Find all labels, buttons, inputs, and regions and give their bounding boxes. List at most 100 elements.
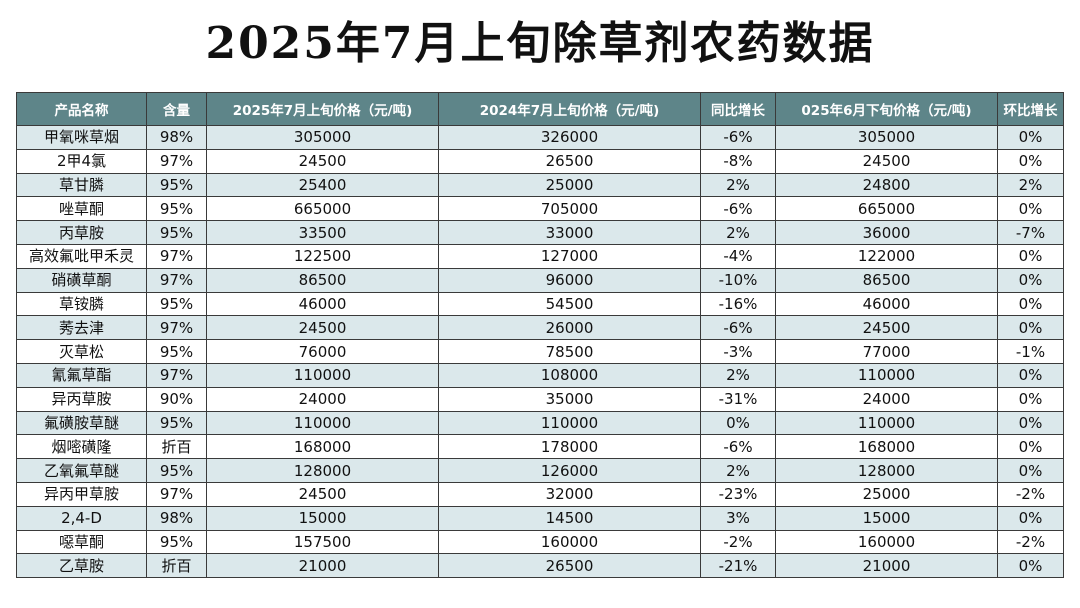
mom-growth-cell: 0% bbox=[997, 196, 1064, 222]
price-2024-jul-cell: 35000 bbox=[438, 386, 701, 412]
mom-growth-cell: 0% bbox=[997, 553, 1064, 579]
product-name-cell: 烟嘧磺隆 bbox=[16, 434, 147, 460]
header-price-2024-jul-early: 2024年7月上旬价格（元/吨) bbox=[438, 92, 701, 126]
price-2025-jul-cell: 128000 bbox=[206, 458, 439, 483]
product-name-cell: 莠去津 bbox=[16, 315, 147, 341]
price-2025-jun-cell: 128000 bbox=[775, 458, 998, 483]
product-name-cell: 2甲4氯 bbox=[16, 148, 147, 174]
price-2024-jul-cell: 126000 bbox=[438, 458, 701, 483]
price-2025-jul-cell: 305000 bbox=[206, 125, 439, 150]
product-name-cell: 乙草胺 bbox=[16, 553, 147, 579]
price-2024-jul-cell: 326000 bbox=[438, 125, 701, 150]
content-cell: 98% bbox=[146, 505, 207, 531]
content-cell: 97% bbox=[146, 267, 207, 293]
yoy-growth-cell: 2% bbox=[700, 172, 776, 198]
price-2024-jul-cell: 26500 bbox=[438, 553, 701, 579]
table-row: 草甘膦 95% 25400 25000 2% 24800 2% bbox=[16, 172, 1064, 198]
mom-growth-cell: -2% bbox=[997, 481, 1064, 507]
yoy-growth-cell: -16% bbox=[700, 291, 776, 317]
content-cell: 95% bbox=[146, 172, 207, 198]
mom-growth-cell: 0% bbox=[997, 243, 1064, 269]
price-2024-jul-cell: 160000 bbox=[438, 529, 701, 555]
table-row: 2,4-D 98% 15000 14500 3% 15000 0% bbox=[16, 505, 1064, 531]
content-cell: 95% bbox=[146, 291, 207, 317]
yoy-growth-cell: -8% bbox=[700, 148, 776, 174]
price-2024-jul-cell: 108000 bbox=[438, 362, 701, 388]
price-2024-jul-cell: 54500 bbox=[438, 291, 701, 317]
mom-growth-cell: 0% bbox=[997, 386, 1064, 412]
price-2025-jul-cell: 665000 bbox=[206, 196, 439, 222]
price-2024-jul-cell: 705000 bbox=[438, 196, 701, 222]
table-row: 高效氟吡甲禾灵 97% 122500 127000 -4% 122000 0% bbox=[16, 243, 1064, 269]
product-name-cell: 硝磺草酮 bbox=[16, 267, 147, 293]
product-name-cell: 甲氧咪草烟 bbox=[16, 125, 147, 150]
price-2025-jul-cell: 24500 bbox=[206, 481, 439, 507]
price-2025-jun-cell: 21000 bbox=[775, 553, 998, 579]
content-cell: 95% bbox=[146, 339, 207, 364]
price-2024-jul-cell: 25000 bbox=[438, 172, 701, 198]
price-2024-jul-cell: 178000 bbox=[438, 434, 701, 460]
price-2025-jun-cell: 24500 bbox=[775, 148, 998, 174]
mom-growth-cell: 2% bbox=[997, 172, 1064, 198]
table-row: 硝磺草酮 97% 86500 96000 -10% 86500 0% bbox=[16, 267, 1064, 293]
price-2025-jul-cell: 15000 bbox=[206, 505, 439, 531]
mom-growth-cell: 0% bbox=[997, 291, 1064, 317]
product-name-cell: 草铵膦 bbox=[16, 291, 147, 317]
table-row: 草铵膦 95% 46000 54500 -16% 46000 0% bbox=[16, 291, 1064, 317]
yoy-growth-cell: -2% bbox=[700, 529, 776, 555]
mom-growth-cell: 0% bbox=[997, 458, 1064, 483]
yoy-growth-cell: -21% bbox=[700, 553, 776, 579]
price-2025-jun-cell: 110000 bbox=[775, 362, 998, 388]
product-name-cell: 2,4-D bbox=[16, 505, 147, 531]
yoy-growth-cell: 0% bbox=[700, 410, 776, 436]
product-name-cell: 异丙草胺 bbox=[16, 386, 147, 412]
mom-growth-cell: 0% bbox=[997, 315, 1064, 341]
table-row: 莠去津 97% 24500 26000 -6% 24500 0% bbox=[16, 315, 1064, 341]
content-cell: 95% bbox=[146, 196, 207, 222]
price-2025-jun-cell: 77000 bbox=[775, 339, 998, 364]
product-name-cell: 氰氟草酯 bbox=[16, 362, 147, 388]
price-2025-jun-cell: 168000 bbox=[775, 434, 998, 460]
product-name-cell: 丙草胺 bbox=[16, 220, 147, 245]
table-row: 乙草胺 折百 21000 26500 -21% 21000 0% bbox=[16, 553, 1064, 579]
header-yoy-growth: 同比增长 bbox=[700, 92, 776, 126]
product-name-cell: 草甘膦 bbox=[16, 172, 147, 198]
price-2025-jul-cell: 24000 bbox=[206, 386, 439, 412]
price-2025-jun-cell: 36000 bbox=[775, 220, 998, 245]
price-2025-jun-cell: 86500 bbox=[775, 267, 998, 293]
mom-growth-cell: -7% bbox=[997, 220, 1064, 245]
yoy-growth-cell: 3% bbox=[700, 505, 776, 531]
price-2025-jun-cell: 24800 bbox=[775, 172, 998, 198]
content-cell: 97% bbox=[146, 481, 207, 507]
content-cell: 95% bbox=[146, 458, 207, 483]
header-content: 含量 bbox=[146, 92, 207, 126]
table-row: 氟磺胺草醚 95% 110000 110000 0% 110000 0% bbox=[16, 410, 1064, 436]
mom-growth-cell: 0% bbox=[997, 505, 1064, 531]
content-cell: 97% bbox=[146, 243, 207, 269]
table-row: 唑草酮 95% 665000 705000 -6% 665000 0% bbox=[16, 196, 1064, 222]
yoy-growth-cell: -3% bbox=[700, 339, 776, 364]
table-row: 氰氟草酯 97% 110000 108000 2% 110000 0% bbox=[16, 362, 1064, 388]
mom-growth-cell: -1% bbox=[997, 339, 1064, 364]
mom-growth-cell: -2% bbox=[997, 529, 1064, 555]
header-product-name: 产品名称 bbox=[16, 92, 147, 126]
content-cell: 95% bbox=[146, 220, 207, 245]
price-2025-jul-cell: 122500 bbox=[206, 243, 439, 269]
product-name-cell: 高效氟吡甲禾灵 bbox=[16, 243, 147, 269]
product-name-cell: 乙氧氟草醚 bbox=[16, 458, 147, 483]
yoy-growth-cell: 2% bbox=[700, 362, 776, 388]
table-row: 乙氧氟草醚 95% 128000 126000 2% 128000 0% bbox=[16, 458, 1064, 483]
yoy-growth-cell: -6% bbox=[700, 434, 776, 460]
price-2025-jun-cell: 15000 bbox=[775, 505, 998, 531]
price-2024-jul-cell: 33000 bbox=[438, 220, 701, 245]
content-cell: 97% bbox=[146, 362, 207, 388]
table-row: 异丙甲草胺 97% 24500 32000 -23% 25000 -2% bbox=[16, 481, 1064, 507]
price-2025-jun-cell: 46000 bbox=[775, 291, 998, 317]
price-2024-jul-cell: 26500 bbox=[438, 148, 701, 174]
price-2024-jul-cell: 96000 bbox=[438, 267, 701, 293]
price-2025-jun-cell: 122000 bbox=[775, 243, 998, 269]
mom-growth-cell: 0% bbox=[997, 148, 1064, 174]
price-2025-jul-cell: 25400 bbox=[206, 172, 439, 198]
price-2025-jun-cell: 110000 bbox=[775, 410, 998, 436]
content-cell: 95% bbox=[146, 410, 207, 436]
